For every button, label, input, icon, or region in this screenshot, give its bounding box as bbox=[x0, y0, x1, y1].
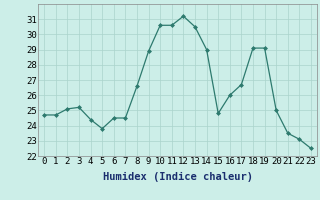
X-axis label: Humidex (Indice chaleur): Humidex (Indice chaleur) bbox=[103, 172, 252, 182]
